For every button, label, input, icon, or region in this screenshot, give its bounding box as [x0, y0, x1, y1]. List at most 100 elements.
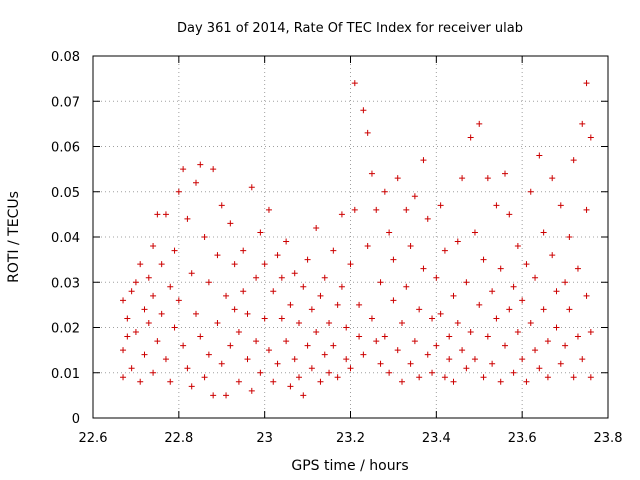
data-point: [476, 120, 483, 127]
data-point: [450, 378, 457, 385]
data-point: [188, 270, 195, 277]
data-point: [549, 252, 556, 259]
data-point: [343, 356, 350, 363]
data-point: [201, 374, 208, 381]
data-point: [549, 175, 556, 182]
data-point: [364, 243, 371, 250]
data-point: [162, 211, 169, 218]
data-point: [210, 392, 217, 399]
data-point: [180, 342, 187, 349]
data-point: [562, 279, 569, 286]
data-point: [471, 356, 478, 363]
data-point: [446, 356, 453, 363]
x-tick-label: 22.6: [79, 431, 108, 446]
data-point: [437, 310, 444, 317]
data-point: [326, 319, 333, 326]
data-point: [132, 329, 139, 336]
data-point: [532, 347, 539, 354]
data-point: [399, 378, 405, 385]
data-point: [463, 365, 470, 372]
data-point: [356, 333, 363, 340]
data-point: [184, 215, 191, 222]
data-point: [141, 351, 148, 358]
data-point: [390, 297, 397, 304]
data-point: [484, 333, 491, 340]
data-point: [441, 374, 448, 381]
data-point: [145, 319, 152, 326]
data-point: [403, 283, 410, 290]
data-point: [321, 351, 328, 358]
data-point: [454, 319, 461, 326]
data-point: [373, 206, 380, 213]
data-point: [257, 369, 264, 376]
data-point: [270, 378, 277, 385]
data-point: [420, 265, 427, 272]
data-point: [373, 338, 380, 345]
data-point: [240, 247, 247, 254]
y-tick-label: 0.05: [51, 186, 80, 201]
data-point: [429, 369, 436, 376]
data-point: [416, 306, 423, 313]
data-point: [223, 292, 230, 299]
data-point: [433, 274, 440, 281]
data-point: [128, 365, 135, 372]
data-point: [201, 234, 208, 240]
data-point: [326, 369, 333, 376]
data-point: [167, 378, 174, 385]
data-point: [527, 319, 534, 326]
data-point: [347, 261, 354, 268]
data-point: [540, 229, 547, 236]
data-point: [154, 211, 161, 218]
data-point: [570, 374, 577, 381]
data-point: [587, 329, 594, 336]
data-point: [283, 238, 290, 245]
data-point: [313, 329, 320, 336]
data-point: [184, 365, 191, 372]
data-point: [351, 206, 358, 213]
y-tick-label: 0.06: [51, 141, 80, 156]
data-point: [502, 170, 508, 177]
data-point: [150, 243, 157, 250]
data-point: [480, 374, 487, 381]
data-point: [261, 261, 268, 268]
data-point: [377, 360, 384, 367]
data-point: [218, 202, 225, 209]
data-point: [493, 202, 500, 209]
data-point: [519, 356, 526, 363]
data-point: [171, 324, 178, 331]
data-point: [497, 265, 504, 272]
data-point: [390, 256, 397, 263]
x-tick-label: 23.4: [422, 431, 451, 446]
y-tick-label: 0.02: [51, 322, 80, 337]
data-point: [296, 319, 302, 326]
data-point: [420, 157, 427, 164]
data-point: [188, 383, 195, 390]
data-point: [527, 188, 534, 195]
data-point: [467, 134, 474, 141]
data-point: [313, 224, 320, 231]
data-point: [175, 297, 182, 304]
data-point: [347, 365, 354, 372]
data-point: [223, 392, 230, 399]
y-tick-label: 0.07: [51, 95, 80, 110]
data-point: [214, 252, 221, 259]
data-point: [557, 360, 564, 367]
data-point: [553, 324, 560, 331]
data-point: [274, 360, 281, 367]
data-point: [476, 301, 483, 308]
data-point: [544, 338, 551, 345]
data-point: [304, 256, 311, 263]
data-point: [562, 342, 569, 349]
data-point: [235, 378, 242, 385]
data-point: [459, 347, 466, 354]
data-point: [437, 202, 444, 209]
data-point: [433, 342, 440, 349]
data-point: [291, 356, 298, 363]
data-point: [317, 378, 324, 385]
data-point: [141, 306, 148, 313]
data-point: [180, 166, 187, 173]
data-point: [197, 161, 204, 168]
data-point: [317, 292, 324, 299]
data-point: [300, 392, 307, 399]
